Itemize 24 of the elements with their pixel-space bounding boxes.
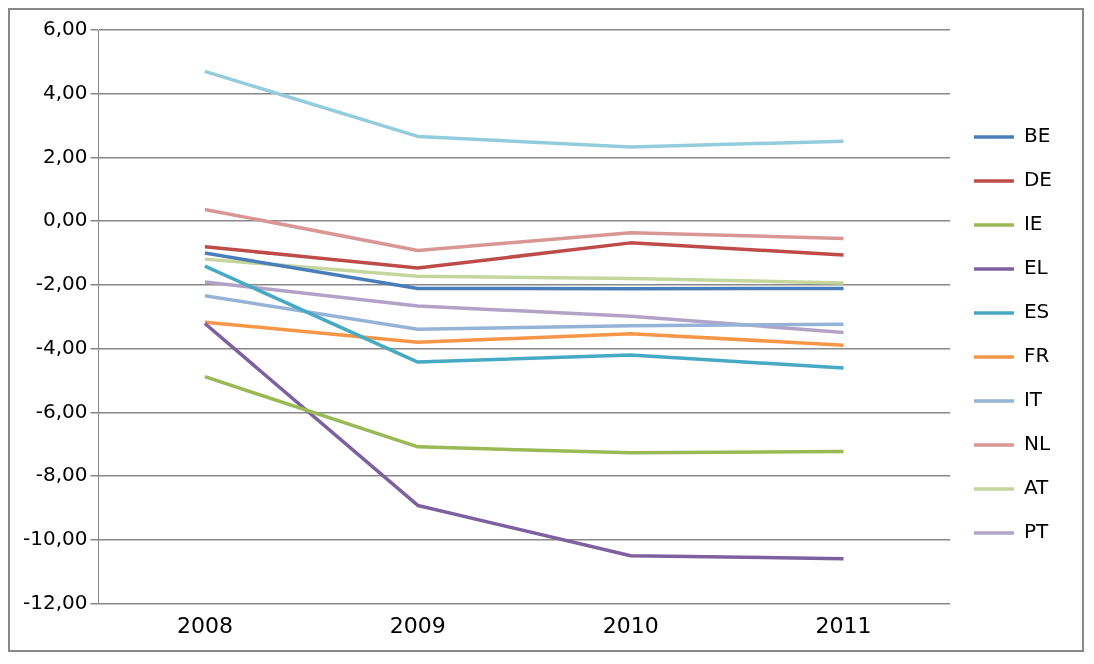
y-tick-label: 0,00	[42, 207, 88, 232]
legend-label: FR	[1023, 343, 1050, 368]
y-tick-label: -4,00	[35, 334, 88, 359]
legend-label: DE	[1023, 167, 1053, 192]
y-tick-label: 6,00	[42, 16, 88, 41]
legend-label: IE	[1023, 211, 1043, 236]
y-tick-label: -8,00	[35, 462, 88, 487]
y-tick-label: -12,00	[22, 589, 88, 614]
y-tick-label: -10,00	[22, 526, 88, 551]
legend-label: PT	[1023, 519, 1050, 544]
x-tick-label: 2011	[815, 612, 872, 638]
y-tick-label: 4,00	[42, 79, 88, 104]
legend-label: NL	[1023, 431, 1051, 456]
legend-label: BE	[1023, 123, 1051, 148]
legend-label: ES	[1023, 299, 1050, 324]
y-tick-label: -2,00	[35, 271, 88, 296]
y-tick-label: 2,00	[42, 143, 88, 168]
legend-label: IT	[1023, 387, 1043, 412]
x-tick-label: 2010	[602, 612, 659, 638]
x-tick-label: 2009	[389, 612, 446, 638]
legend-label: AT	[1023, 475, 1050, 500]
y-tick-label: -6,00	[35, 398, 88, 423]
legend-label: EL	[1023, 255, 1049, 280]
x-tick-label: 2008	[176, 612, 233, 638]
